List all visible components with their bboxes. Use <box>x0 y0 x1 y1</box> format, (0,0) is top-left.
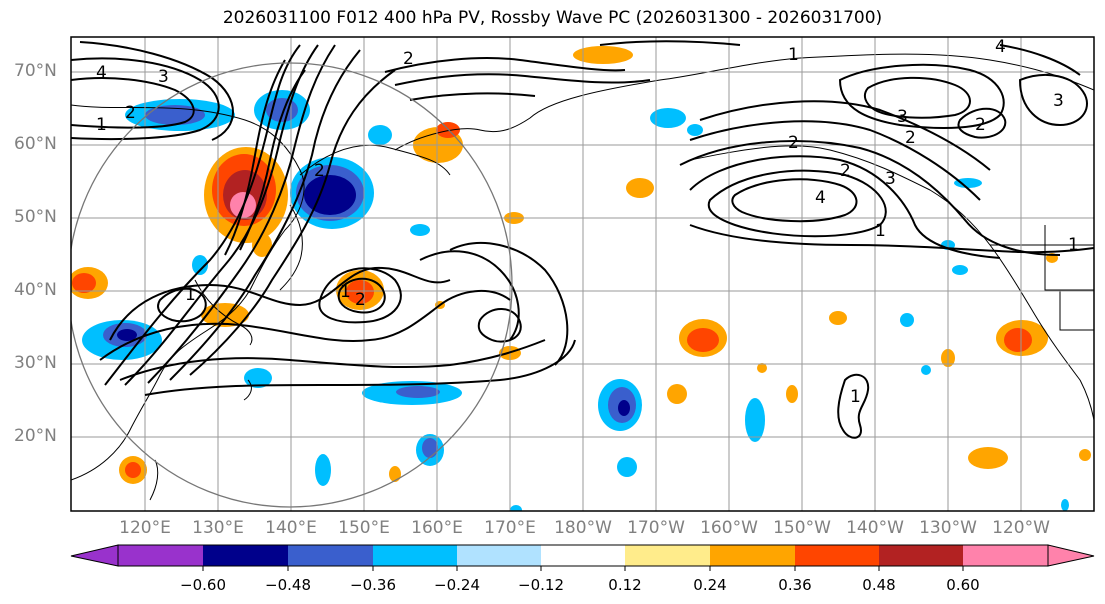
colorbar-tick-label: −0.36 <box>350 576 396 594</box>
colorbar-tick-label: −0.24 <box>434 576 480 594</box>
lon-label: 140°E <box>265 518 317 538</box>
colorbar-tick-label: 0.60 <box>946 576 980 594</box>
lon-label: 130°W <box>919 518 977 538</box>
colorbar-tick-label: 0.48 <box>862 576 896 594</box>
colorbar-segment <box>710 545 795 566</box>
colorbar-segment <box>203 545 288 566</box>
lat-label: 60°N <box>14 134 57 154</box>
contour-label: 2 <box>905 128 916 148</box>
lon-label: 170°E <box>484 518 536 538</box>
contour-label: 2 <box>975 115 986 135</box>
colorbar-tick-label: −0.60 <box>180 576 226 594</box>
colorbar-segment <box>457 545 541 566</box>
contour-label: 2 <box>355 290 366 310</box>
lon-label: 170°W <box>627 518 685 538</box>
contour-label-group: 2 4 3 2 1 2 3 4 3 2 2 3 4 1 1 2 1 1 2 1 … <box>96 37 1079 407</box>
lat-label: 20°N <box>14 426 57 446</box>
contour-label: 4 <box>96 63 107 83</box>
map-title: 2026031100 F012 400 hPa PV, Rossby Wave … <box>222 8 883 28</box>
contour-label: 2 <box>788 133 799 153</box>
colorbar-tick-label: −0.12 <box>518 576 564 594</box>
negative-anomalies <box>82 90 1069 511</box>
contour-label: 3 <box>885 169 896 189</box>
contour-label: 2 <box>840 161 851 181</box>
lon-label: 120°W <box>992 518 1050 538</box>
lon-label: 150°E <box>338 518 390 538</box>
lon-label: 180°W <box>554 518 612 538</box>
lon-label: 150°W <box>773 518 831 538</box>
contour-label: 4 <box>995 37 1006 57</box>
contour-label: 1 <box>1068 235 1079 255</box>
colorbar-segment <box>963 545 1048 566</box>
contour-label: 3 <box>158 67 169 87</box>
contour-label: 2 <box>403 49 414 69</box>
colorbar <box>70 544 1095 571</box>
lon-label: 160°W <box>700 518 758 538</box>
coastlines <box>71 53 1094 501</box>
contour-label: 2 <box>125 103 136 123</box>
lon-label: 140°W <box>846 518 904 538</box>
lat-label: 40°N <box>14 280 57 300</box>
contour-label: 1 <box>185 285 196 305</box>
lon-label: 160°E <box>411 518 463 538</box>
contour-label: 3 <box>897 107 908 127</box>
map-frame <box>70 36 1095 512</box>
lat-label: 50°N <box>14 207 57 227</box>
colorbar-segment <box>288 545 373 566</box>
colorbar-tick-label: 0.12 <box>608 576 642 594</box>
range-ring <box>71 62 513 508</box>
contour-label: 2 <box>314 161 325 181</box>
contour-label: 1 <box>96 115 107 135</box>
colorbar-max-extension <box>1047 544 1095 567</box>
colorbar-segment <box>879 545 963 566</box>
pv-contours <box>71 40 1094 439</box>
contour-label: 1 <box>850 387 861 407</box>
colorbar-segment <box>625 545 710 566</box>
gridlines <box>71 37 1094 511</box>
contour-label: 4 <box>815 188 826 208</box>
lon-label: 130°E <box>192 518 244 538</box>
colorbar-segment <box>541 545 625 566</box>
lon-label: 120°E <box>119 518 171 538</box>
colorbar-segment <box>118 545 203 566</box>
contour-label: 1 <box>788 45 799 65</box>
lat-label: 70°N <box>14 61 57 81</box>
colorbar-tick-label: −0.48 <box>265 576 311 594</box>
colorbar-tick-label: 0.36 <box>778 576 812 594</box>
lat-label: 30°N <box>14 353 57 373</box>
contour-label: 1 <box>340 282 351 302</box>
colorbar-segment <box>373 545 457 566</box>
colorbar-tick-label: 0.24 <box>693 576 727 594</box>
colorbar-min-extension <box>70 544 119 567</box>
contour-label: 3 <box>1053 91 1064 111</box>
colorbar-segment <box>795 545 879 566</box>
contour-label: 1 <box>875 221 886 241</box>
